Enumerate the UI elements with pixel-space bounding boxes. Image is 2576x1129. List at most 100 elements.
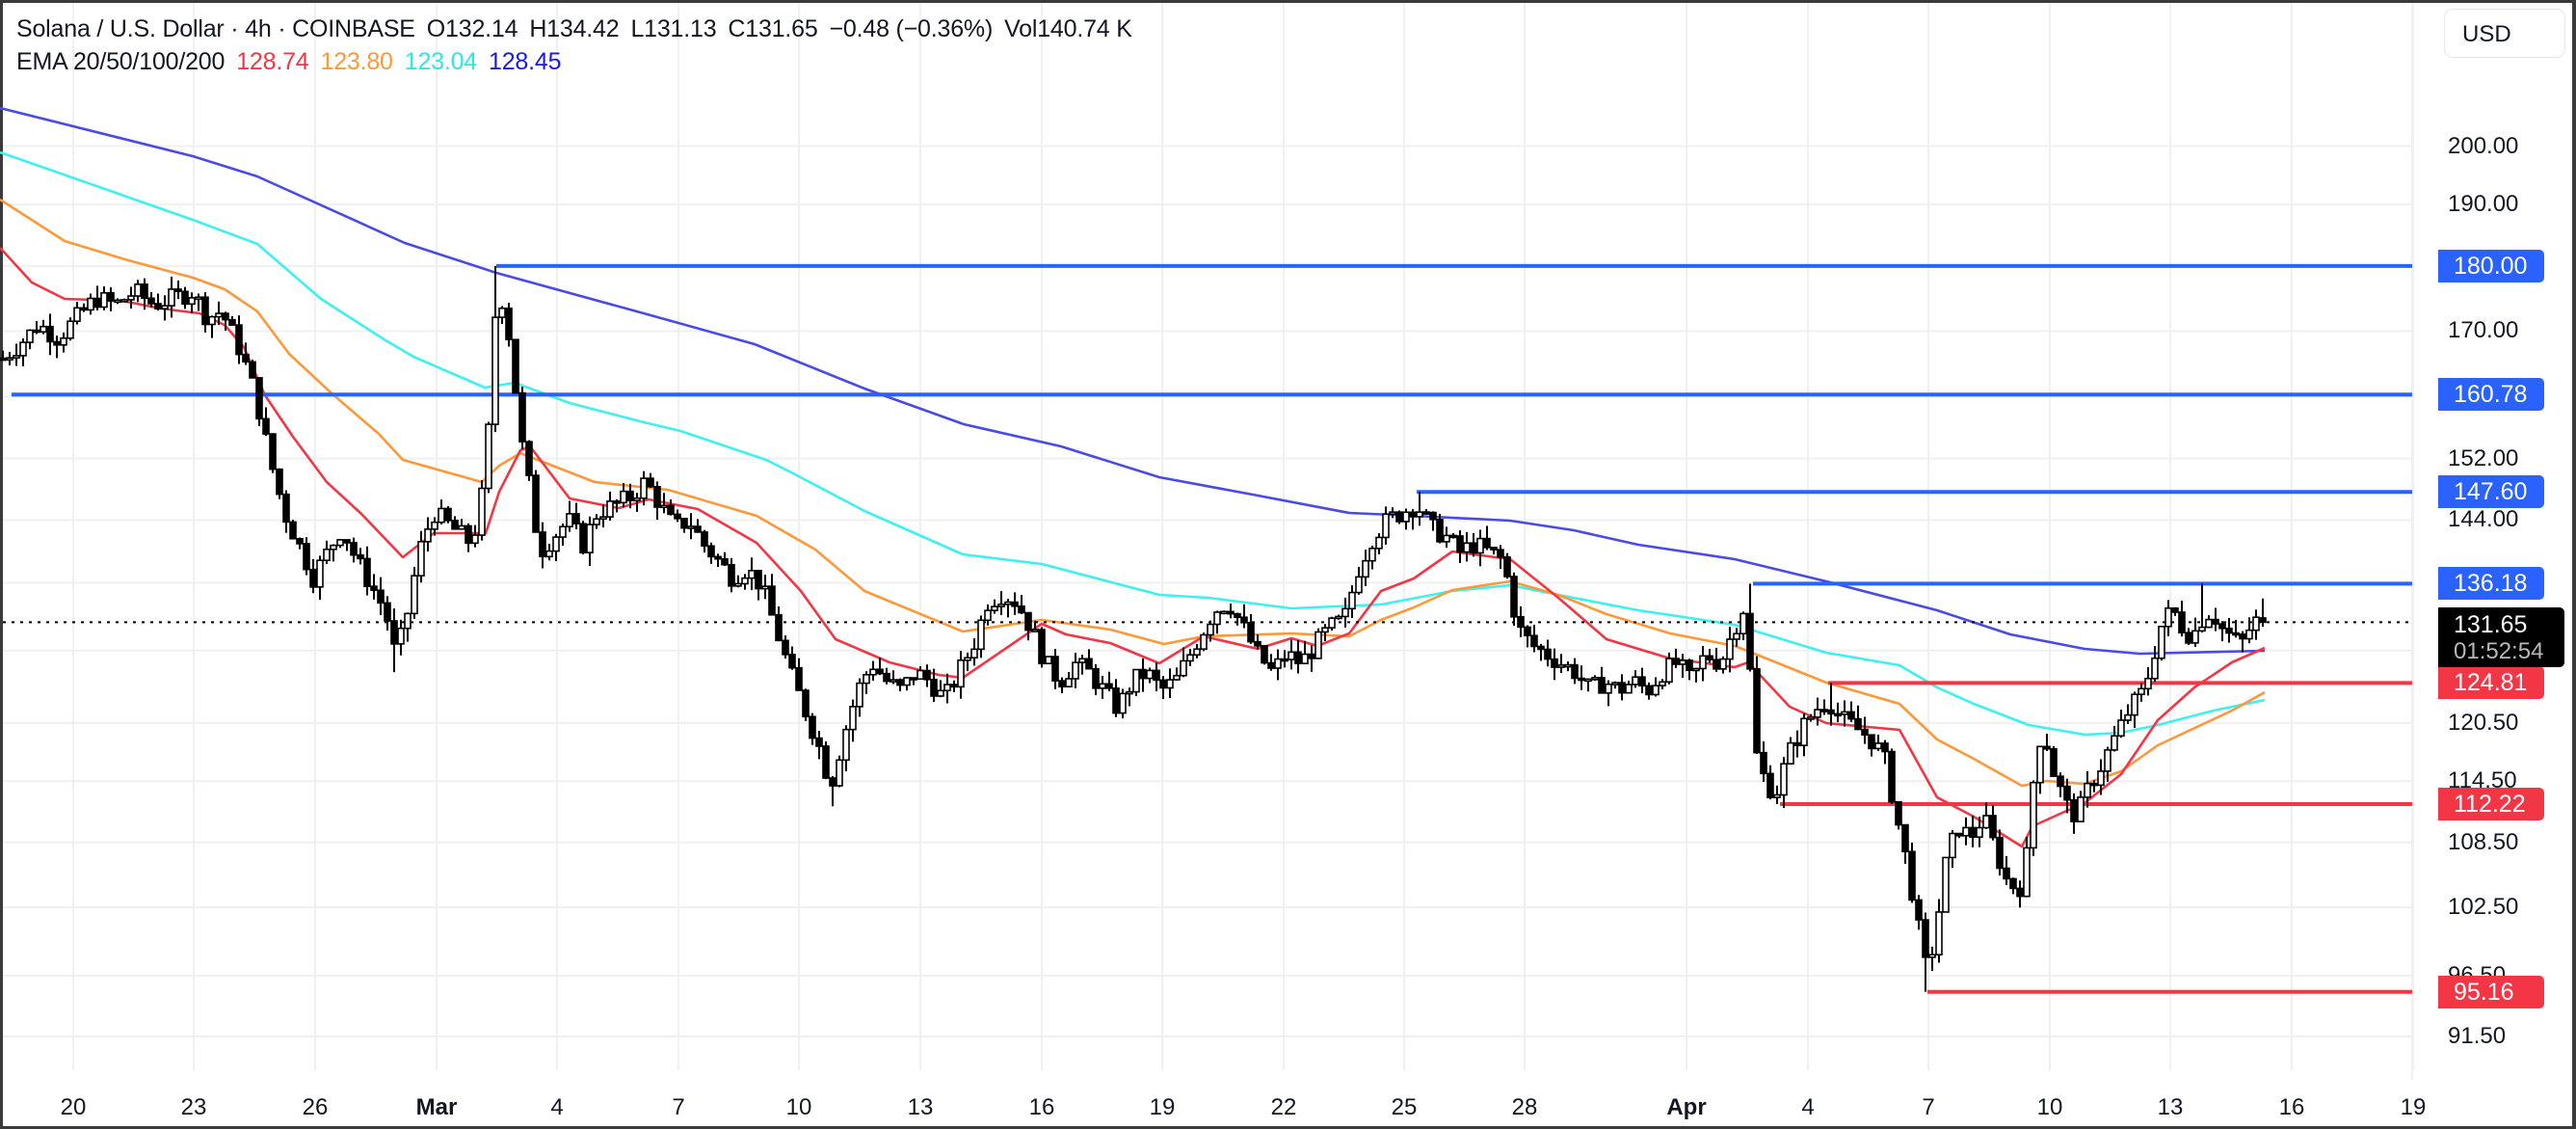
candle <box>1153 662 1160 692</box>
candle <box>120 298 128 303</box>
candle <box>1766 765 1774 800</box>
candle <box>2198 583 2206 633</box>
candle <box>2245 617 2253 644</box>
candle <box>2144 667 2152 696</box>
candle <box>397 619 405 656</box>
candle <box>438 499 445 524</box>
candle <box>1274 649 1282 681</box>
candle <box>2050 745 2058 777</box>
candle <box>1348 584 1356 618</box>
candle <box>606 491 614 522</box>
candle <box>1193 644 1201 659</box>
candle <box>755 570 762 601</box>
candle <box>836 755 843 788</box>
candle <box>525 440 533 481</box>
ohlc-close: C131.65 <box>728 15 818 42</box>
candle <box>0 350 7 362</box>
candle <box>916 665 924 681</box>
candle <box>478 480 486 541</box>
candle <box>2063 778 2071 814</box>
candle <box>1706 648 1713 663</box>
current-price: 131.65 <box>2454 611 2528 638</box>
price-tick-label: 170.00 <box>2448 317 2519 344</box>
candle <box>1497 545 1504 570</box>
grid-lines <box>3 3 2414 1070</box>
time-tick-label: 7 <box>672 1094 685 1120</box>
candle <box>1645 682 1653 700</box>
candle <box>2158 625 2165 661</box>
time-tick-label: 28 <box>1511 1094 1538 1120</box>
candle <box>1024 611 1032 641</box>
candle <box>1510 572 1518 626</box>
candle <box>1045 656 1052 665</box>
candle <box>1665 652 1673 685</box>
time-tick-label: 10 <box>785 1094 812 1120</box>
candle <box>552 533 560 562</box>
candle <box>694 519 702 533</box>
candle <box>350 537 358 563</box>
candle <box>1261 644 1268 665</box>
candle <box>1240 604 1248 629</box>
candle <box>1308 645 1315 672</box>
candle <box>1618 674 1626 701</box>
symbol-title[interactable]: Solana / U.S. Dollar · 4h · COINBASE <box>16 15 415 42</box>
candle <box>1733 628 1740 647</box>
candle <box>1881 739 1889 765</box>
candle <box>863 671 870 694</box>
level-tag-124.81: 124.81 <box>2438 666 2544 700</box>
candle <box>768 574 776 616</box>
candle <box>1969 816 1977 847</box>
candle <box>1719 656 1727 674</box>
candle <box>599 504 607 528</box>
candle <box>1713 647 1720 673</box>
candle <box>424 517 432 552</box>
horizontal-levels[interactable] <box>12 263 2412 994</box>
level-tag-180.00: 180.00 <box>2438 249 2544 282</box>
candle <box>2205 615 2213 629</box>
candle <box>1739 611 1747 640</box>
candle <box>2218 621 2226 642</box>
level-tag-136.18: 136.18 <box>2438 567 2544 601</box>
candle <box>2178 601 2186 637</box>
candle <box>1247 613 1255 644</box>
candle <box>1537 643 1545 661</box>
candle <box>701 529 708 553</box>
candle <box>1888 748 1896 804</box>
candle <box>134 280 142 303</box>
candle <box>809 712 816 745</box>
candle <box>1955 832 1963 839</box>
time-tick-label: 16 <box>2278 1094 2305 1120</box>
candle <box>411 566 418 619</box>
candle <box>1564 660 1572 672</box>
candle <box>93 285 101 310</box>
candle <box>1982 802 1990 829</box>
candle <box>653 481 661 521</box>
candle <box>40 319 47 335</box>
price-tick-label: 120.50 <box>2448 709 2519 736</box>
candle <box>1031 620 1039 632</box>
candle <box>559 523 567 546</box>
candle <box>1490 547 1498 555</box>
candle <box>1146 667 1154 684</box>
candle <box>782 635 789 659</box>
candle <box>970 638 978 666</box>
candle <box>1112 679 1120 717</box>
time-tick-label: 26 <box>302 1094 329 1120</box>
ema200-line <box>0 106 2266 656</box>
candle <box>1395 510 1403 524</box>
candle <box>316 555 324 601</box>
candle <box>60 332 67 353</box>
candle <box>33 321 40 335</box>
candle <box>1598 666 1606 694</box>
candle <box>451 516 459 530</box>
candle <box>1099 676 1106 699</box>
candle <box>707 542 715 564</box>
candle <box>1874 734 1882 752</box>
ema-legend[interactable]: EMA 20/50/100/200 128.74 123.80 123.04 128.4… <box>16 48 572 76</box>
candle <box>1551 648 1558 681</box>
candle <box>471 524 479 548</box>
candle <box>6 351 13 365</box>
ema20-value: 128.74 <box>236 48 309 75</box>
currency-button[interactable]: USD <box>2444 9 2565 58</box>
